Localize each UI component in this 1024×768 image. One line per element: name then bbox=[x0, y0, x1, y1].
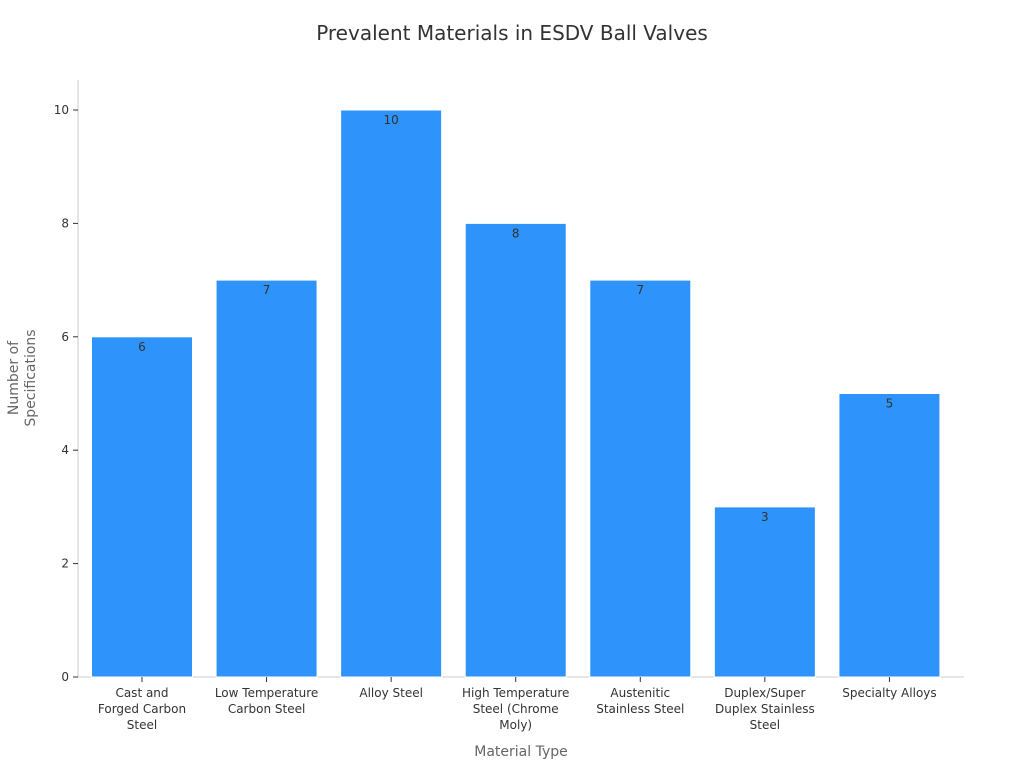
y-tick-label: 4 bbox=[61, 443, 69, 457]
y-tick-label: 0 bbox=[61, 670, 69, 684]
x-tick-label: Austenitic Stainless Steel bbox=[596, 686, 684, 716]
x-tick-label-line: Alloy Steel bbox=[359, 686, 423, 700]
data-label: 8 bbox=[512, 226, 520, 240]
x-tick-label-line: Austenitic bbox=[610, 686, 670, 700]
x-tick-label: Duplex/Super Duplex Stainless Steel bbox=[715, 686, 815, 732]
x-tick-label-line: Forged Carbon bbox=[98, 702, 186, 716]
x-tick-label: High Temperature Steel (Chrome Moly) bbox=[462, 686, 569, 732]
y-ticks: 0 2 4 6 8 10 bbox=[54, 103, 78, 684]
x-tick-label: Cast and Forged Carbon Steel bbox=[98, 686, 186, 732]
bar bbox=[215, 279, 318, 678]
y-axis-label-line: Specifications bbox=[23, 329, 39, 426]
y-tick-label: 6 bbox=[61, 330, 69, 344]
x-axis-label: Material Type bbox=[474, 744, 567, 760]
x-tick-label-line: Steel bbox=[127, 718, 157, 732]
x-tick-label-line: Stainless Steel bbox=[596, 702, 684, 716]
x-tick-label-line: Duplex Stainless bbox=[715, 702, 815, 716]
bar bbox=[340, 109, 443, 678]
y-tick-label: 8 bbox=[61, 216, 69, 230]
x-ticks: Cast and Forged Carbon Steel Low Temperatur… bbox=[98, 677, 937, 732]
bar bbox=[464, 222, 567, 678]
x-tick-label-line: Carbon Steel bbox=[228, 702, 305, 716]
chart-title: Prevalent Materials in ESDV Ball Valves bbox=[316, 21, 708, 45]
data-label: 7 bbox=[636, 283, 644, 297]
x-tick-label-line: Specialty Alloys bbox=[842, 686, 936, 700]
data-label: 6 bbox=[138, 340, 146, 354]
bar bbox=[91, 336, 193, 678]
y-axis-label: Number ofSpecifications bbox=[6, 329, 39, 426]
x-tick-label-line: High Temperature bbox=[462, 686, 569, 700]
data-label: 5 bbox=[886, 397, 894, 411]
x-tick-label: Specialty Alloys bbox=[842, 686, 936, 700]
x-tick-label: Alloy Steel bbox=[359, 686, 423, 700]
bar bbox=[838, 393, 941, 678]
y-tick-label: 10 bbox=[54, 103, 69, 117]
data-label: 10 bbox=[384, 113, 399, 127]
bars: 6 7 10 8 7 3 5 bbox=[91, 109, 941, 678]
x-tick-label: Low Temperature Carbon Steel bbox=[215, 686, 318, 716]
y-axis-label-text: Number ofSpecifications bbox=[6, 329, 39, 426]
y-tick-label: 2 bbox=[61, 557, 69, 571]
x-tick-label-line: Duplex/Super bbox=[724, 686, 805, 700]
x-tick-label-line: Steel bbox=[750, 718, 780, 732]
x-tick-label-line: Cast and bbox=[115, 686, 168, 700]
x-tick-label-line: Moly) bbox=[499, 718, 532, 732]
data-label: 3 bbox=[761, 510, 769, 524]
x-tick-label-line: Steel (Chrome bbox=[473, 702, 559, 716]
data-label: 7 bbox=[263, 283, 271, 297]
bar bbox=[589, 279, 692, 678]
x-tick-label-line: Low Temperature bbox=[215, 686, 318, 700]
y-axis-label-line: Number of bbox=[6, 340, 22, 415]
bar bbox=[713, 506, 816, 678]
